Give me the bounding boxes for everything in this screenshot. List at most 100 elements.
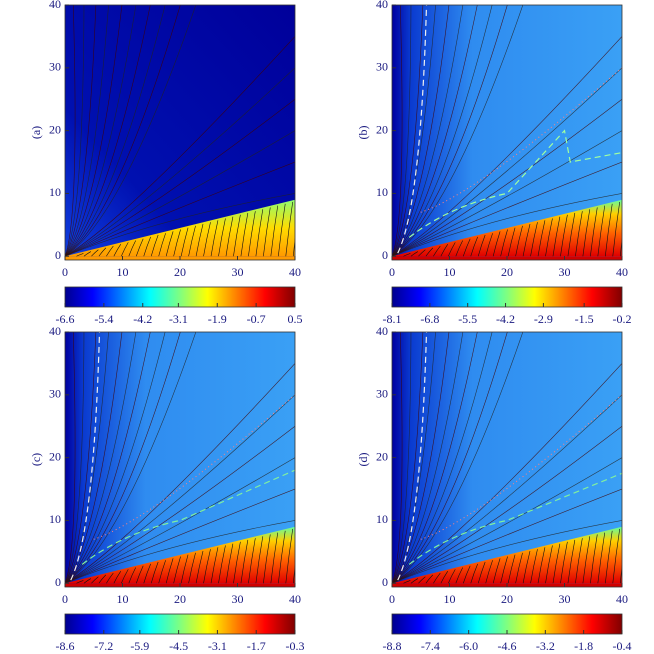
contour-line — [98, 247, 107, 257]
contour-line — [522, 550, 531, 584]
x-tick-label: 40 — [616, 265, 628, 279]
contour-line — [65, 332, 151, 584]
contour-line — [233, 214, 241, 257]
contour-line — [65, 5, 97, 257]
colorbar-tick-label: -5.4 — [94, 312, 113, 326]
x-tick-label: 40 — [289, 592, 301, 606]
contour-line — [485, 560, 493, 584]
x-tick-label: 10 — [117, 265, 129, 279]
contour-line — [65, 332, 123, 584]
contour-line — [136, 238, 144, 257]
panel-label: (b) — [356, 126, 370, 140]
y-tick-label: 20 — [376, 122, 388, 136]
y-tick-label: 10 — [376, 185, 388, 199]
colorbar-tick-label: -8.1 — [383, 312, 402, 326]
contour-line — [392, 36, 622, 257]
contour-line — [392, 332, 424, 584]
contour-line — [392, 5, 450, 257]
contour-line — [255, 209, 264, 257]
y-tick-label: 10 — [376, 512, 388, 526]
x-tick-label: 30 — [232, 592, 244, 606]
colorbar — [64, 286, 296, 308]
contour-line — [91, 576, 99, 584]
contour-line — [392, 98, 622, 257]
panel-label: (a) — [29, 126, 43, 139]
contour-line — [597, 532, 606, 584]
contour-line — [65, 520, 295, 584]
contour-line — [392, 130, 622, 257]
colorbar — [64, 613, 296, 635]
contour-line — [65, 130, 295, 257]
contour-line — [113, 244, 122, 257]
contour-line — [65, 5, 181, 257]
colorbar-tick-label: -6.6 — [56, 312, 75, 326]
colorbar-tick-label: -0.4 — [613, 639, 632, 653]
y-tick-label: 0 — [55, 575, 61, 589]
contour-line — [463, 565, 471, 584]
y-tick-label: 40 — [376, 324, 388, 338]
contour-line — [285, 201, 293, 257]
contour-line — [248, 538, 256, 584]
contour-line — [507, 227, 516, 257]
contour-line — [392, 488, 622, 584]
x-tick-label: 20 — [501, 592, 513, 606]
dotted-curve — [420, 394, 622, 540]
contour-line — [403, 580, 411, 584]
contour-line — [470, 236, 478, 257]
y-tick-label: 20 — [376, 449, 388, 463]
contour-line — [485, 233, 493, 257]
contour-line — [507, 554, 516, 584]
contour-line — [65, 332, 109, 584]
contour-line — [83, 578, 92, 584]
colorbar-tick-label: -3.1 — [169, 312, 188, 326]
contour-line — [575, 538, 583, 584]
x-tick-label: 10 — [444, 265, 456, 279]
colorbar-tick-label: -3.2 — [536, 639, 555, 653]
contour-line — [173, 556, 181, 584]
contour-line — [195, 550, 204, 584]
contour-line — [612, 201, 620, 257]
contour-line — [455, 240, 463, 257]
contour-line — [65, 67, 295, 257]
contour-line — [545, 545, 553, 584]
contour-line — [218, 218, 226, 257]
dashed-curve — [408, 472, 622, 565]
dashed-curve — [408, 129, 622, 238]
contour-line — [418, 249, 426, 257]
y-tick-label: 30 — [49, 60, 61, 74]
contour-line — [65, 332, 181, 584]
contour-line — [121, 569, 129, 584]
y-tick-label: 0 — [382, 575, 388, 589]
plot-area — [392, 332, 622, 587]
y-tick-label: 0 — [55, 248, 61, 262]
colorbar-tick-label: -6.8 — [420, 312, 439, 326]
contour-line — [392, 5, 436, 257]
contour-line — [392, 332, 508, 584]
contour-line — [515, 225, 523, 257]
colorbar-tick-label: -5.5 — [458, 312, 477, 326]
y-tick-label: 30 — [49, 387, 61, 401]
y-tick-label: 10 — [49, 512, 61, 526]
contour-line — [210, 547, 219, 584]
dotted-curve — [420, 67, 622, 213]
contour-line — [65, 457, 295, 584]
contour-line — [567, 212, 576, 257]
contour-line — [392, 193, 622, 257]
contour-line — [225, 543, 234, 584]
contour-line — [270, 205, 279, 257]
panel-label: (c) — [29, 453, 43, 466]
contour-line — [233, 541, 241, 584]
contour-line — [225, 216, 234, 257]
contour-line — [392, 5, 478, 257]
contour-line — [582, 209, 591, 257]
x-tick-label: 40 — [616, 592, 628, 606]
colorbar-tick-label: -1.7 — [247, 639, 266, 653]
colorbar-tick-label: -2.9 — [534, 312, 553, 326]
contour-line — [392, 332, 450, 584]
contour-line — [597, 205, 606, 257]
field-wedge — [65, 199, 295, 257]
contour-line — [392, 457, 622, 584]
contour-line — [173, 229, 181, 257]
contour-line — [65, 332, 97, 584]
